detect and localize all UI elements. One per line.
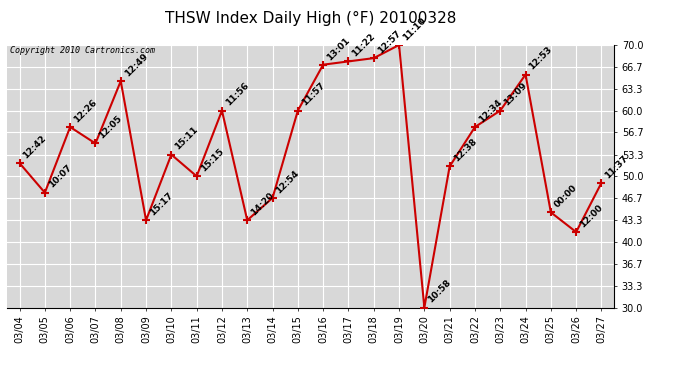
Text: 12:54: 12:54 <box>275 168 302 195</box>
Text: 11:22: 11:22 <box>351 32 377 58</box>
Text: 12:26: 12:26 <box>72 98 99 124</box>
Text: 10:58: 10:58 <box>426 278 453 305</box>
Text: 15:11: 15:11 <box>173 125 200 152</box>
Text: 15:15: 15:15 <box>199 147 225 174</box>
Text: 11:56: 11:56 <box>224 81 250 108</box>
Text: 12:05: 12:05 <box>97 114 124 141</box>
Text: 13:01: 13:01 <box>325 35 352 62</box>
Text: 12:42: 12:42 <box>21 134 48 160</box>
Text: 12:38: 12:38 <box>452 137 478 164</box>
Text: 12:00: 12:00 <box>578 203 604 229</box>
Text: 12:34: 12:34 <box>477 98 504 124</box>
Text: 15:17: 15:17 <box>148 191 175 217</box>
Text: 12:49: 12:49 <box>123 51 150 78</box>
Text: 00:00: 00:00 <box>553 183 579 210</box>
Text: 12:57: 12:57 <box>376 28 402 56</box>
Text: Copyright 2010 Cartronics.com: Copyright 2010 Cartronics.com <box>10 46 155 56</box>
Text: 11:10: 11:10 <box>401 16 428 42</box>
Text: 13:09: 13:09 <box>502 81 529 108</box>
Text: THSW Index Daily High (°F) 20100328: THSW Index Daily High (°F) 20100328 <box>165 11 456 26</box>
Text: 11:57: 11:57 <box>300 81 326 108</box>
Text: 10:07: 10:07 <box>47 164 73 190</box>
Text: 12:53: 12:53 <box>528 45 554 72</box>
Text: 14:20: 14:20 <box>249 191 276 217</box>
Text: 11:37: 11:37 <box>604 153 630 180</box>
